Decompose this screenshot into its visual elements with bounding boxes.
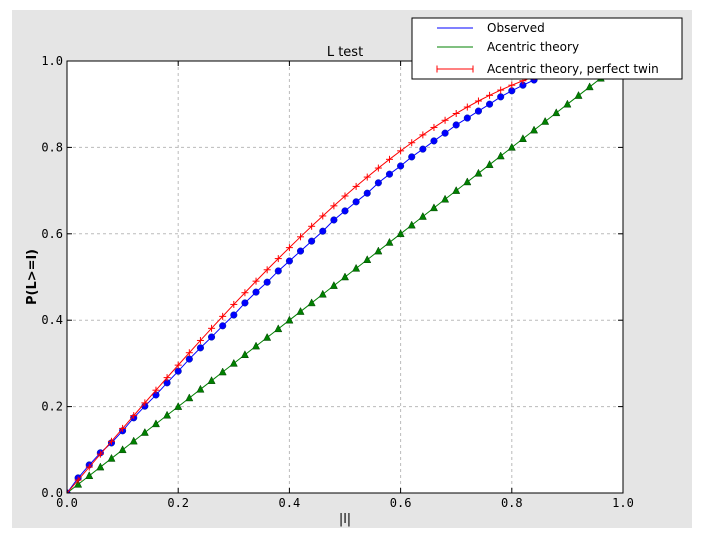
data-point [330, 216, 338, 224]
data-point [397, 162, 405, 170]
legend-label: Acentric theory [487, 40, 579, 54]
data-point [307, 298, 316, 307]
data-point [341, 207, 349, 215]
data-point [452, 121, 460, 129]
data-point [285, 257, 293, 265]
data-point [263, 278, 271, 286]
data-point [230, 311, 238, 319]
data-point [430, 137, 438, 145]
data-point [174, 367, 182, 375]
data-point [263, 332, 272, 341]
data-point [196, 384, 205, 393]
data-point [374, 179, 382, 187]
data-point [374, 246, 383, 255]
data-point [174, 402, 183, 410]
x-axis-label: |l| [339, 512, 351, 527]
data-point [252, 288, 260, 296]
data-point [496, 151, 505, 160]
x-tick-label: 0.0 [56, 496, 78, 510]
x-tick-label: 0.8 [501, 496, 523, 510]
data-point [518, 134, 527, 143]
data-point [274, 267, 282, 275]
data-point [340, 272, 350, 281]
data-point [219, 322, 227, 330]
data-point [229, 358, 238, 367]
data-point [296, 307, 305, 315]
data-point [552, 108, 561, 117]
data-point [107, 453, 116, 462]
data-point [574, 91, 583, 99]
data-point [285, 315, 294, 324]
data-point [541, 116, 550, 125]
data-point [319, 227, 327, 235]
data-point [274, 324, 283, 333]
data-point [585, 82, 594, 91]
data-point [318, 289, 327, 298]
data-point [452, 186, 461, 194]
data-point [85, 471, 94, 479]
data-point [96, 462, 105, 471]
data-point [563, 99, 572, 108]
legend-label: Acentric theory, perfect twin [487, 62, 659, 76]
data-point [474, 168, 483, 177]
y-tick-label: 0.6 [41, 227, 63, 241]
data-point [486, 100, 494, 108]
data-point [363, 255, 372, 263]
data-point [463, 114, 471, 122]
y-tick-label: 0.0 [41, 486, 63, 500]
x-tick-label: 0.4 [279, 496, 301, 510]
data-point [308, 237, 316, 245]
data-point [408, 153, 416, 161]
data-point [429, 203, 438, 212]
y-tick-label: 0.4 [41, 313, 63, 327]
data-point [463, 177, 472, 186]
data-point [241, 299, 249, 307]
data-point [163, 410, 172, 419]
legend-label: Observed [487, 21, 545, 35]
data-point [185, 393, 194, 402]
data-point [385, 237, 394, 246]
data-point [196, 344, 204, 352]
data-point [352, 263, 361, 272]
data-point [207, 376, 216, 384]
y-tick-label: 0.8 [41, 140, 63, 154]
data-point [208, 333, 216, 341]
data-point [418, 211, 427, 220]
data-point [74, 479, 83, 488]
data-point [474, 107, 482, 115]
data-point [396, 229, 405, 238]
data-point [507, 142, 516, 151]
data-point [352, 198, 360, 206]
data-point [218, 367, 227, 376]
data-point [140, 427, 149, 436]
data-point [151, 419, 160, 428]
data-point [419, 145, 427, 153]
data-point [485, 160, 494, 168]
data-point [185, 355, 193, 363]
legend: Observed Acentric theory Acentric theory, … [411, 17, 683, 80]
data-point [441, 129, 449, 137]
plot-frame [66, 60, 624, 494]
chart-title: L test [327, 45, 363, 60]
x-tick-label: 1.0 [612, 496, 634, 510]
data-point [129, 436, 138, 445]
x-tick-label: 0.6 [390, 496, 412, 510]
x-tick-label: 0.2 [167, 496, 189, 510]
data-point [240, 350, 249, 359]
y-axis-label: P(L>=l) [25, 249, 40, 305]
y-tick-label: 0.2 [41, 400, 63, 414]
data-point [530, 125, 539, 134]
data-point [252, 341, 261, 350]
y-tick-label: 1.0 [41, 54, 63, 68]
data-point [385, 170, 394, 178]
data-point [407, 220, 416, 229]
data-point [329, 281, 338, 289]
data-point [296, 247, 305, 255]
data-point [118, 445, 127, 454]
data-point [363, 189, 371, 197]
data-point [497, 93, 505, 101]
data-point [441, 194, 450, 203]
